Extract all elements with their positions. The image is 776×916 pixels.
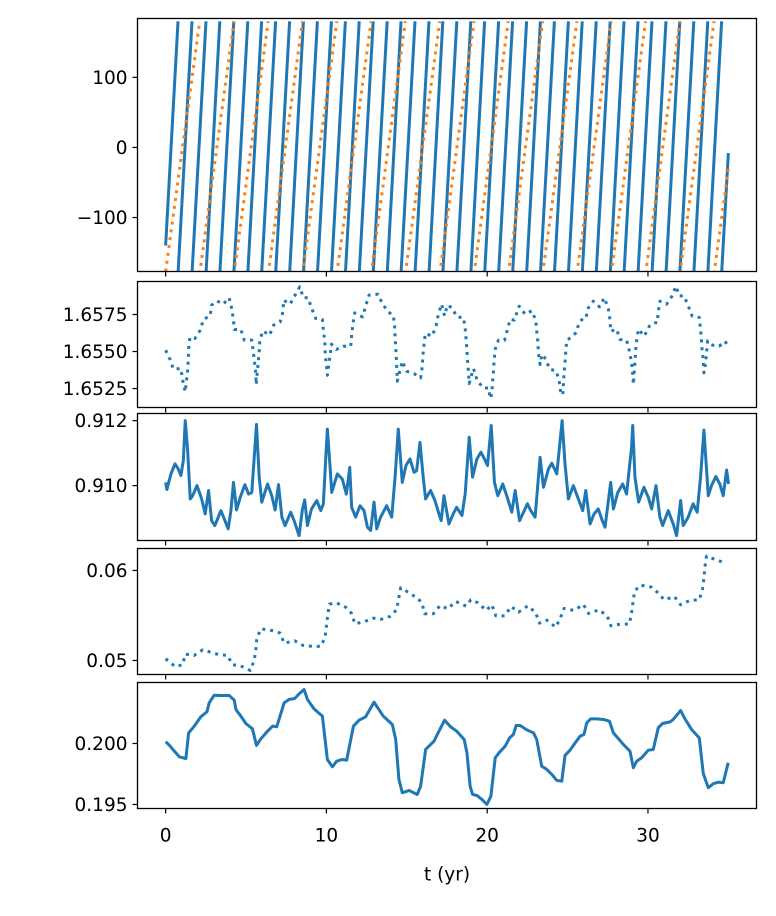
- subplot-2: 1.6525 1.6550 1.6575: [63, 280, 758, 413]
- y-tick-label: −100: [77, 208, 128, 229]
- y-tick-label: 0.195: [75, 795, 128, 816]
- y-tick-label: 0.910: [75, 476, 128, 497]
- y-tick-label: 0.05: [86, 651, 127, 672]
- y-tick-label: 0.912: [75, 411, 128, 432]
- y-tick-label: 1.6550: [63, 342, 128, 363]
- y-tick-label: 1.6525: [63, 379, 128, 400]
- y-tick-label: 100: [92, 68, 127, 89]
- subplot-4: 0.05 0.06: [86, 547, 758, 680]
- subplot-5: 0.195 0.200 0 10 20 30 t (yr): [75, 681, 758, 886]
- y-tick-label: 1.6575: [63, 305, 128, 326]
- y-tick-label: 0: [116, 138, 128, 159]
- x-tick-label: 0: [160, 826, 172, 847]
- x-axis-label: t (yr): [424, 865, 470, 886]
- x-tick-label: 30: [636, 826, 660, 847]
- y-tick-label: 0.06: [86, 561, 127, 582]
- series-line-1: [164, 419, 731, 538]
- series-line-1: [164, 284, 729, 400]
- series-line-2: [164, 21, 730, 272]
- x-tick-label: 20: [475, 826, 499, 847]
- x-tick-label: 10: [315, 826, 339, 847]
- series-line-1: [164, 687, 730, 806]
- y-tick-label: 0.200: [75, 734, 128, 755]
- axes-frame: [136, 17, 758, 273]
- axes-frame: [136, 412, 758, 542]
- subplot-3: 0.910 0.912: [75, 411, 758, 546]
- subplot-1: −100 0 100: [77, 17, 758, 277]
- axes-frame: [136, 280, 758, 409]
- series-line-1: [164, 554, 726, 672]
- axes-frame: [136, 681, 758, 810]
- axes-frame: [136, 547, 758, 676]
